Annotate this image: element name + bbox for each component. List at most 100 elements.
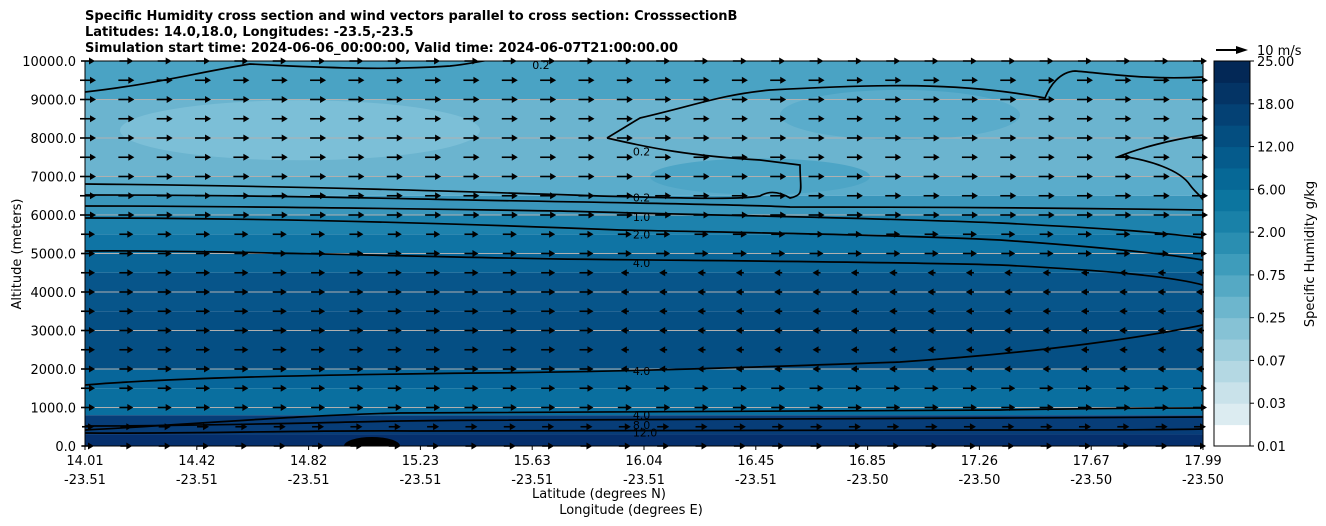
x-tick-label-lat: 17.26 [961, 454, 998, 469]
wind-vector-head [205, 76, 212, 84]
wind-vector-head [774, 346, 781, 354]
wind-vector [196, 288, 211, 296]
wind-vector-head [1119, 269, 1126, 277]
wind-vector [846, 96, 863, 103]
wind-vector [387, 384, 402, 392]
wind-vector-head [320, 153, 327, 161]
wind-vector-head [434, 250, 441, 257]
wind-vector [1000, 211, 1017, 219]
wind-vector [541, 346, 556, 354]
wind-vector-head [204, 384, 211, 392]
wind-vector-head [1009, 404, 1016, 411]
colorbar-tick-label: 25.00 [1257, 55, 1294, 70]
wind-vector [387, 346, 402, 354]
wind-vector-head [396, 115, 403, 123]
wind-vector [770, 192, 787, 200]
wind-vector-head [242, 288, 249, 296]
wind-vector-head [471, 423, 478, 431]
wind-vector-head [971, 96, 978, 103]
wind-vector-head [1009, 384, 1016, 392]
wind-vector-head [812, 327, 819, 334]
wind-vector [464, 307, 479, 315]
wind-vector-head [357, 230, 364, 238]
wind-vector [118, 153, 135, 161]
wind-vector [348, 192, 365, 200]
wind-vector [924, 384, 939, 392]
wind-vector [927, 327, 936, 334]
wind-vector [579, 269, 594, 277]
wind-vector [923, 153, 940, 161]
wind-vector-head [735, 327, 742, 334]
wind-vector-head [242, 307, 249, 315]
wind-vector-head [817, 250, 824, 257]
wind-vector [311, 384, 326, 392]
wind-vector [463, 192, 480, 200]
wind-vector [961, 173, 978, 180]
wind-vector [771, 250, 786, 257]
wind-vector-head [166, 76, 173, 84]
wind-vector-head [320, 76, 327, 84]
wind-vector-head [204, 327, 211, 334]
wind-vector-head [358, 192, 365, 200]
wind-vector [387, 269, 402, 277]
wind-vector [735, 288, 744, 296]
wind-vector-head [703, 134, 710, 142]
wind-vector-head [1004, 346, 1011, 354]
wind-vector [886, 404, 901, 411]
x-tick-label-lat: 16.04 [625, 454, 662, 469]
wind-vector-head [818, 153, 825, 161]
wind-vector-head [588, 153, 595, 161]
wind-vector [659, 327, 668, 334]
wind-vector-head [624, 423, 631, 431]
wind-vector [889, 365, 898, 373]
wind-vector [425, 211, 442, 219]
wind-vector-head [435, 115, 442, 123]
wind-vector [963, 423, 976, 431]
wind-vector [349, 365, 364, 373]
wind-vector [1115, 76, 1132, 84]
wind-vector [1042, 346, 1051, 354]
wind-vector-head [435, 153, 442, 161]
wind-vector-head [856, 96, 863, 103]
wind-vector-head [1080, 307, 1087, 315]
wind-vector [311, 230, 326, 238]
wind-vector [311, 327, 326, 334]
wind-vector [195, 192, 212, 200]
wind-vector [1157, 365, 1166, 373]
wind-vector [1001, 230, 1016, 238]
wind-vector-head [204, 250, 211, 257]
wind-vector [502, 230, 517, 238]
wind-vector-head [396, 211, 403, 219]
wind-vector-head [243, 76, 250, 84]
wind-vector [387, 230, 402, 238]
wind-vector-head [395, 365, 402, 373]
wind-vector [732, 230, 747, 238]
wind-vector-head [889, 365, 896, 373]
wind-vector-head [889, 288, 896, 296]
wind-vector-head [127, 404, 134, 411]
wind-vector-head [128, 192, 135, 200]
wind-vector-head [697, 307, 704, 315]
title-line-1: Specific Humidity cross section and wind… [85, 9, 738, 24]
wind-vector-head [850, 269, 857, 277]
wind-vector [310, 115, 327, 123]
wind-vector [463, 96, 480, 103]
wind-vector [927, 288, 936, 296]
wind-vector-head [587, 365, 594, 373]
wind-vector [426, 288, 441, 296]
wind-vector-head [435, 134, 442, 142]
wind-vector [961, 211, 978, 219]
wind-vector-head [587, 250, 594, 257]
wind-vector [156, 76, 173, 84]
wind-vector [965, 307, 974, 315]
wind-vector-head [549, 404, 556, 411]
wind-vector-head [358, 153, 365, 161]
wind-vector-head [1085, 384, 1092, 392]
wind-vector-head [241, 423, 248, 431]
wind-vector [271, 211, 288, 219]
wind-vector [965, 346, 974, 354]
wind-vector [425, 192, 442, 200]
x-tick-label-lon: -23.51 [176, 473, 218, 488]
wind-vector-head [1004, 269, 1011, 277]
wind-vector-head [889, 346, 896, 354]
